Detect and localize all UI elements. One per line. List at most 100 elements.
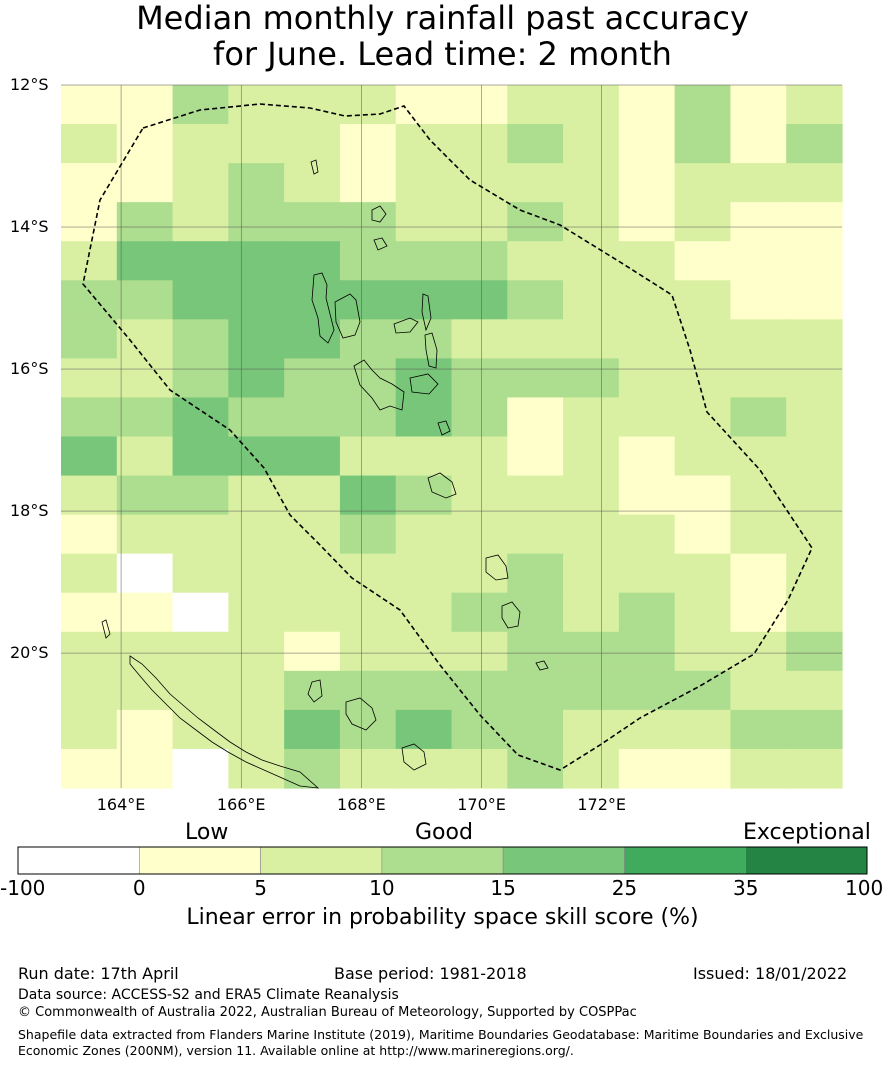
island-loyalty-2 (401, 743, 427, 771)
longitude-label: 168°E (337, 795, 386, 814)
grid-cell (786, 631, 843, 672)
grid-cell (563, 241, 620, 281)
grid-cell (395, 592, 453, 633)
base-period: Base period: 1981-2018 (334, 964, 527, 983)
grid-cell (674, 670, 732, 711)
grid-cell (730, 358, 787, 399)
longitude-label: 170°E (457, 795, 506, 814)
grid-cell (674, 475, 732, 516)
grid-cell (339, 280, 397, 320)
grid-cell (284, 475, 341, 516)
grid-cell (116, 631, 174, 672)
grid-cell (730, 280, 787, 320)
grid-cell (395, 436, 453, 477)
grid-cell (172, 163, 229, 203)
island-espiritu-santo (311, 272, 335, 344)
grid-cell (172, 202, 229, 242)
data-source: Data source: ACCESS-S2 and ERA5 Climate … (18, 987, 399, 1003)
grid-cell (284, 397, 341, 438)
island-malo (334, 293, 361, 339)
island-torres-1 (310, 159, 319, 175)
grid-cell (284, 514, 341, 555)
grid-cell (730, 670, 787, 711)
grid-cell (172, 553, 229, 594)
grid-cell (61, 592, 118, 633)
grid-cell (451, 553, 508, 594)
grid-cell (395, 748, 453, 789)
grid-cell (61, 280, 118, 320)
grid-cell (730, 163, 787, 203)
grid-cell (451, 631, 508, 672)
grid-cell (618, 631, 676, 672)
grid-cell (61, 241, 118, 281)
grid-cell (339, 670, 397, 711)
island-pentecost (424, 332, 438, 369)
grid-cell (339, 436, 397, 477)
grid-cell (451, 592, 508, 633)
grid-cell (395, 631, 453, 672)
grid-cell (228, 163, 285, 203)
grid-cell (507, 631, 564, 672)
grid-cell (284, 670, 341, 711)
grid-cell (618, 241, 676, 281)
grid-cell (284, 631, 341, 672)
grid-cell (339, 475, 397, 516)
grid-cell (172, 124, 229, 164)
grid-cell (618, 553, 676, 594)
grid-cell (116, 241, 174, 281)
island-efate (427, 472, 457, 499)
grid-cell (786, 241, 843, 281)
grid-cell (339, 592, 397, 633)
grid-cell (674, 319, 732, 359)
grid-cell (451, 280, 508, 320)
island-new-caledonia (129, 655, 320, 789)
grid-cell (786, 670, 843, 711)
grid-cell (284, 436, 341, 477)
grid-cell (395, 553, 453, 594)
grid-cell (507, 670, 564, 711)
grid-cell (674, 631, 732, 672)
island-ambae (393, 317, 419, 334)
grid-cell (786, 397, 843, 438)
grid-cell (228, 553, 285, 594)
issued-date: Issued: 18/01/2022 (693, 964, 848, 983)
longitude-label: 166°E (216, 795, 266, 814)
grid-cell (451, 124, 508, 164)
grid-cell (172, 631, 229, 672)
grid-cell (451, 514, 508, 555)
grid-cell (172, 514, 229, 555)
grid-cell (618, 280, 676, 320)
grid-cell (395, 124, 453, 164)
grid-cell (507, 709, 564, 750)
island-loyalty-3 (307, 679, 323, 703)
grid-cell (172, 592, 229, 633)
grid-cell (786, 592, 843, 633)
grid-cell (730, 553, 787, 594)
grid-cell (339, 319, 397, 359)
grid-cell (730, 436, 787, 477)
grid-cell (730, 241, 787, 281)
grid-cell (451, 241, 508, 281)
grid-cell (116, 748, 174, 789)
grid-cell (674, 280, 732, 320)
grid-cell (730, 514, 787, 555)
grid-cell (116, 709, 174, 750)
coastlines (101, 159, 549, 789)
grid-cell (563, 163, 620, 203)
grid-cell (730, 592, 787, 633)
grid-cell (730, 748, 787, 789)
grid-cell (172, 280, 229, 320)
grid-cell (228, 748, 285, 789)
grid-cell (116, 202, 174, 242)
grid-cell (228, 124, 285, 164)
grid-cell (339, 631, 397, 672)
colorbar-tick-label: 100 (845, 876, 884, 900)
skill-grid (61, 85, 843, 789)
grid-cell (61, 748, 118, 789)
grid-cell (563, 514, 620, 555)
colorbar-swatch (745, 846, 868, 875)
grid-cell (507, 553, 564, 594)
latitude-label: 18°S (10, 501, 49, 521)
grid-cell (228, 358, 285, 399)
grid-cell (507, 397, 564, 438)
